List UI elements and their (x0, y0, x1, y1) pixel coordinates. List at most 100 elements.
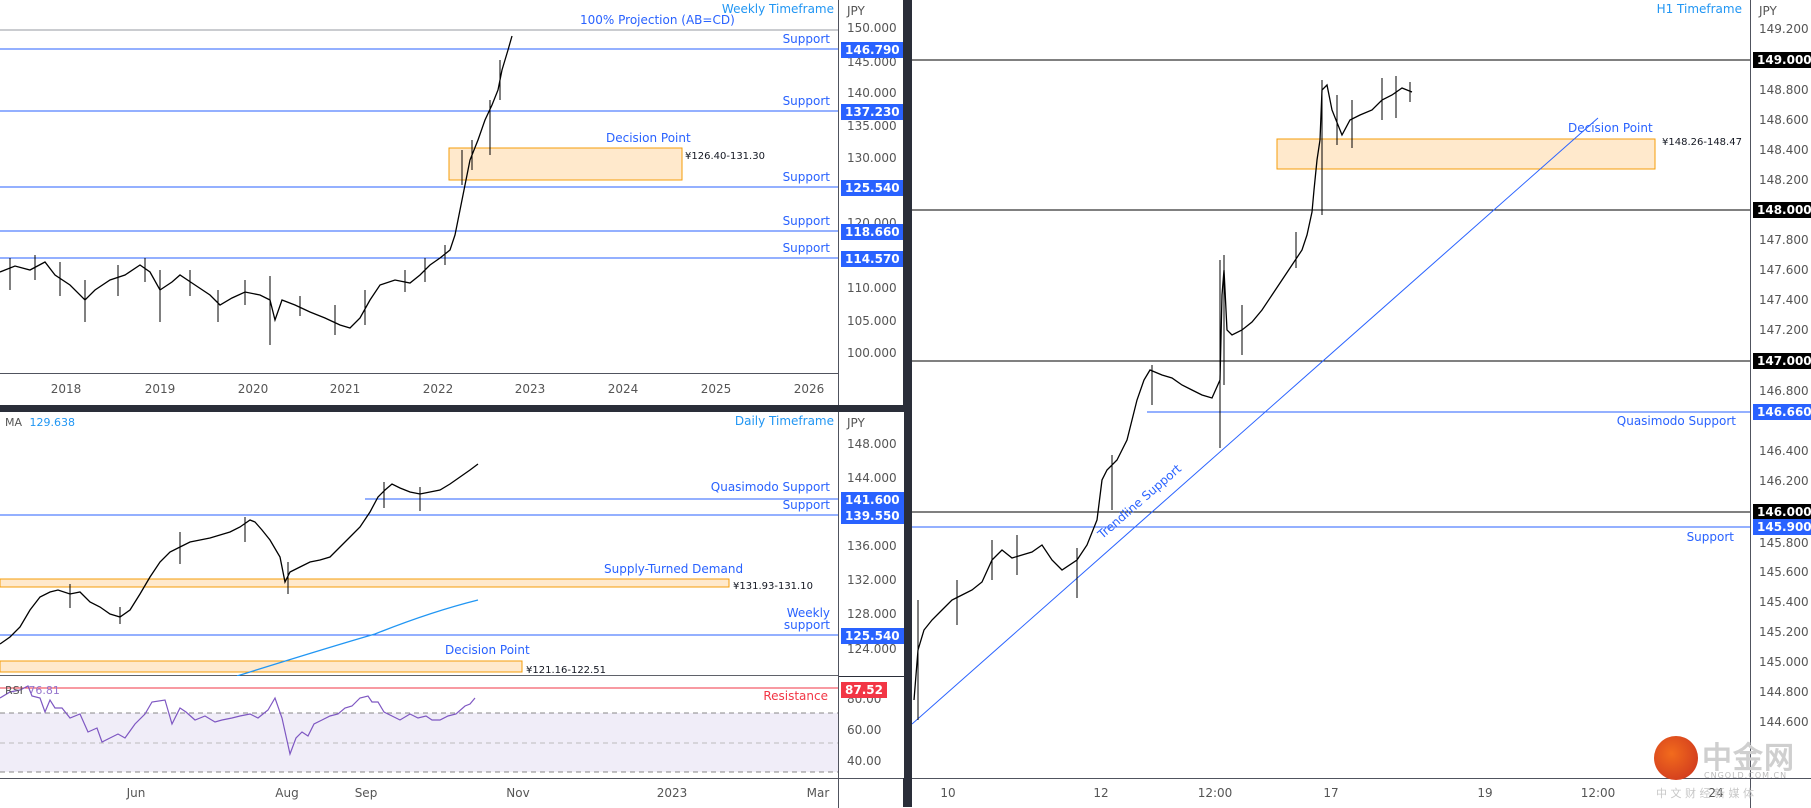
price-tick: 135.000 (847, 119, 897, 133)
time-tick: Sep (354, 786, 378, 800)
watermark-tagline: 中 文 财 经 新 媒 体 (1656, 787, 1754, 800)
price-tick: 144.000 (847, 471, 897, 485)
h1-quasimodo-label: Quasimodo Support (1616, 414, 1736, 428)
daily-decision-zone-range: ¥121.16-122.51 (526, 665, 606, 676)
watermark-domain: CNGOLD.COM.CN (1704, 771, 1788, 780)
price-tick: 146.800 (1759, 384, 1809, 398)
weekly-decision-zone-range: ¥126.40-131.30 (685, 151, 765, 162)
price-tick: 100.000 (847, 346, 897, 360)
price-tick: 146.400 (1759, 444, 1809, 458)
ma-legend: MA 129.638 (5, 416, 75, 429)
rsi-value: 76.81 (28, 684, 60, 697)
daily-currency: JPY (847, 416, 865, 430)
round-number-tag: 146.000 (1753, 504, 1811, 520)
daily-support-label: Support (782, 498, 830, 512)
rsi-tick: 60.00 (847, 723, 882, 737)
weekly-support-label-line1: Weekly (786, 606, 830, 620)
daily-time-axis[interactable]: Jun Aug Sep Nov 2023 Mar (0, 778, 903, 808)
round-number-tag: 148.000 (1753, 202, 1811, 218)
round-number-tag: 147.000 (1753, 353, 1811, 369)
axis-corner (1750, 779, 1751, 808)
level-tag: 137.230 (841, 104, 904, 120)
price-tick: 147.800 (1759, 233, 1809, 247)
weekly-support-label-5: Support (782, 241, 830, 255)
price-tick: 147.400 (1759, 293, 1809, 307)
price-tick: 136.000 (847, 539, 897, 553)
rsi-tick: 40.00 (847, 754, 882, 768)
time-tick: Aug (275, 786, 299, 800)
time-tick: 2023 (514, 382, 546, 396)
h1-price-axis[interactable]: JPY 149.200 149.000 148.800 148.600 148.… (1750, 0, 1811, 778)
quasimodo-tag: 146.660 (1753, 404, 1811, 420)
daily-price-axis[interactable]: JPY 148.000 144.000 136.000 132.000 128.… (838, 412, 904, 778)
time-tick: 2018 (50, 382, 82, 396)
time-tick: 2023 (656, 786, 688, 800)
daily-decision-point-label: Decision Point (445, 643, 530, 657)
level-tag: 114.570 (841, 251, 904, 267)
h1-time-axis[interactable]: 10 12 12:00 17 19 12:00 24 (912, 778, 1811, 808)
price-tick: 148.600 (1759, 113, 1809, 127)
ma-value: 129.638 (29, 416, 76, 429)
price-tick: 105.000 (847, 314, 897, 328)
daily-chart-panel[interactable]: MA 129.638 Daily Timeframe Quasimodo Sup… (0, 412, 838, 676)
price-tick: 147.200 (1759, 323, 1809, 337)
watermark-brand: 中金网 (1702, 741, 1795, 776)
projection-label: 100% Projection (AB=CD) (580, 13, 735, 27)
time-tick: 12:00 (1197, 786, 1233, 800)
weekly-decision-point-label: Decision Point (606, 131, 691, 145)
price-tick: 148.200 (1759, 173, 1809, 187)
h1-currency: JPY (1759, 4, 1777, 18)
price-tick: 145.400 (1759, 595, 1809, 609)
time-tick: 2024 (607, 382, 639, 396)
rsi-legend: RSI 76.81 (5, 684, 60, 697)
time-tick: 12 (1093, 786, 1109, 800)
ma-label: MA (5, 416, 23, 429)
rsi-resistance-tag: 87.52 (841, 682, 887, 698)
h1-decision-point-label: Decision Point (1568, 121, 1653, 135)
panel-separator-horizontal[interactable] (0, 405, 905, 412)
price-tick: 124.000 (847, 642, 897, 656)
price-tick: 130.000 (847, 151, 897, 165)
rsi-panel[interactable]: RSI 76.81 Resistance (0, 676, 838, 778)
price-tick: 144.600 (1759, 715, 1809, 729)
h1-decision-zone-range: ¥148.26-148.47 (1662, 137, 1742, 148)
price-tick: 144.800 (1759, 685, 1809, 699)
h1-timeframe-label: H1 Timeframe (1656, 2, 1742, 16)
panel-separator-vertical[interactable] (903, 0, 912, 807)
rsi-label: RSI (5, 684, 23, 697)
h1-chart-panel[interactable]: H1 Timeframe Decision Point ¥148.26-148.… (912, 0, 1750, 778)
time-tick: Nov (506, 786, 530, 800)
level-tag: 146.790 (841, 42, 904, 58)
time-tick: Mar (806, 786, 830, 800)
resistance-label: Resistance (763, 689, 828, 703)
weekly-chart-panel[interactable]: Weekly Timeframe 100% Projection (AB=CD)… (0, 0, 838, 373)
time-tick: 2026 (793, 382, 825, 396)
level-tag: 125.540 (841, 180, 904, 196)
daily-quasimodo-label: Quasimodo Support (710, 480, 830, 494)
price-tick: 145.600 (1759, 565, 1809, 579)
time-tick: 19 (1477, 786, 1493, 800)
price-tick: 148.800 (1759, 83, 1809, 97)
weekly-price-plot (0, 29, 838, 345)
time-tick: 17 (1323, 786, 1339, 800)
daily-price-plot (0, 463, 838, 676)
price-tick: 132.000 (847, 573, 897, 587)
axis-corner (838, 779, 839, 808)
weekly-support-label-3: Support (782, 170, 830, 184)
time-tick: 2022 (422, 382, 454, 396)
supply-turned-demand-label: Supply-Turned Demand (604, 562, 744, 576)
time-tick: Jun (126, 786, 146, 800)
price-tick: 140.000 (847, 86, 897, 100)
weekly-time-axis[interactable]: 2018 2019 2020 2021 2022 2023 2024 2025 … (0, 373, 838, 406)
daily-timeframe-label: Daily Timeframe (734, 414, 834, 428)
time-tick: 2019 (144, 382, 176, 396)
weekly-support-label-1: Support (782, 32, 830, 46)
round-number-tag: 149.000 (1753, 52, 1811, 68)
price-tick: 145.000 (1759, 655, 1809, 669)
price-tick: 128.000 (847, 607, 897, 621)
price-tick: 145.000 (847, 55, 897, 69)
price-tick: 146.200 (1759, 474, 1809, 488)
weekly-price-axis[interactable]: JPY 150.000 145.000 140.000 135.000 130.… (838, 0, 904, 405)
price-tick: 145.800 (1759, 536, 1809, 550)
time-tick: 2025 (700, 382, 732, 396)
